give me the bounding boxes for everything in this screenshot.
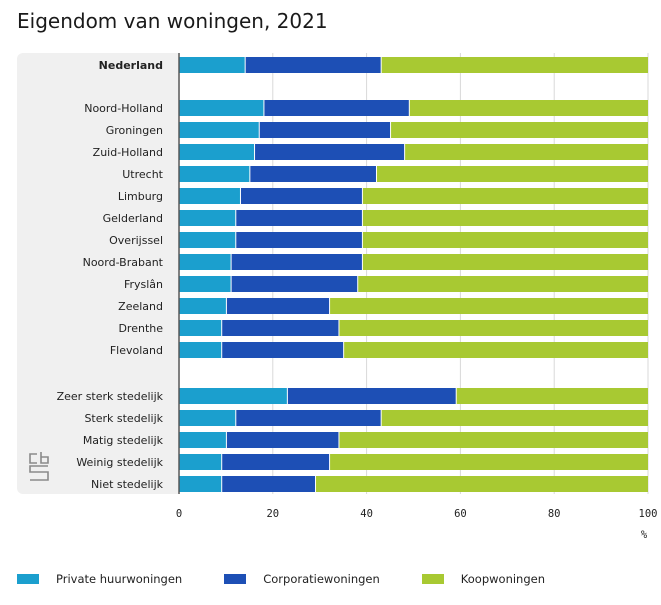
x-tick-label: 80 [548, 508, 561, 520]
legend-item-corporatie: Corporatiewoningen [224, 572, 380, 586]
bar-0-limburg [179, 188, 240, 204]
bar-0-noord-brabant [179, 254, 231, 270]
bar-0-niet-stedelijk [179, 476, 222, 492]
stacked-bar-chart: Nederland Noord-Holland Groningen Zuid-Holl… [57, 53, 658, 541]
bar-2-limburg [362, 188, 648, 204]
category-label: Utrecht [122, 168, 163, 181]
x-tick-label: 40 [360, 508, 373, 520]
bar-2-matig-stedelijk [339, 432, 648, 448]
category-label: Zuid-Holland [93, 146, 163, 159]
bar-1-niet-stedelijk [222, 476, 316, 492]
bar-1-noord-holland [264, 100, 409, 116]
bar-2-nederland [381, 57, 648, 73]
legend-label-corporatie: Corporatiewoningen [263, 572, 380, 586]
category-label: Noord-Brabant [83, 256, 164, 269]
bar-0-matig-stedelijk [179, 432, 226, 448]
bar-1-noord-brabant [231, 254, 362, 270]
bar-1-utrecht [250, 166, 376, 182]
category-label: Sterk stedelijk [84, 412, 163, 425]
bar-2-frysl-n [358, 276, 648, 292]
category-label: Matig stedelijk [83, 434, 164, 447]
bar-0-gelderland [179, 210, 236, 226]
bar-2-groningen [391, 122, 648, 138]
bar-2-noord-brabant [362, 254, 648, 270]
category-label: Weinig stedelijk [76, 456, 163, 469]
bar-0-zeeland [179, 298, 226, 314]
legend-label-private: Private huurwoningen [56, 572, 183, 586]
category-label: Gelderland [103, 212, 163, 225]
bar-2-weinig-stedelijk [330, 454, 648, 470]
legend-swatch-koop [421, 574, 444, 584]
x-tick-label: 20 [266, 508, 279, 520]
x-tick-label: 0 [176, 508, 182, 520]
bar-1-groningen [259, 122, 391, 138]
category-label: Drenthe [118, 322, 163, 335]
bar-0-frysl-n [179, 276, 231, 292]
legend-item-koop: Koopwoningen [421, 572, 546, 586]
bar-1-gelderland [236, 210, 362, 226]
bar-2-zeer-sterk-stedelijk [456, 388, 648, 404]
legend-swatch-corporatie [224, 574, 247, 584]
bar-1-nederland [245, 57, 381, 73]
x-tick-label: 60 [454, 508, 467, 520]
bar-1-limburg [240, 188, 362, 204]
bar-2-drenthe [339, 320, 648, 336]
legend-swatch-private [17, 574, 39, 584]
bar-0-sterk-stedelijk [179, 410, 236, 426]
category-label: Flevoland [110, 344, 163, 357]
bar-0-drenthe [179, 320, 222, 336]
bar-1-sterk-stedelijk [236, 410, 381, 426]
category-label: Zeer sterk stedelijk [57, 390, 164, 403]
bar-1-frysl-n [231, 276, 358, 292]
bar-2-flevoland [344, 342, 648, 358]
bar-1-weinig-stedelijk [222, 454, 330, 470]
category-label: Zeeland [118, 300, 163, 313]
bar-0-utrecht [179, 166, 250, 182]
bar-1-drenthe [222, 320, 339, 336]
bar-2-zuid-holland [405, 144, 648, 160]
category-label: Nederland [99, 59, 163, 72]
bar-0-zeer-sterk-stedelijk [179, 388, 287, 404]
bar-0-noord-holland [179, 100, 264, 116]
bar-0-zuid-holland [179, 144, 255, 160]
bar-2-utrecht [376, 166, 648, 182]
cbs-logo-icon [29, 452, 49, 481]
bar-2-niet-stedelijk [316, 476, 648, 492]
bar-0-overijssel [179, 232, 236, 248]
bar-2-noord-holland [409, 100, 648, 116]
bar-1-zeer-sterk-stedelijk [287, 388, 456, 404]
category-label-panel [17, 53, 178, 494]
bar-2-gelderland [362, 210, 648, 226]
bar-0-weinig-stedelijk [179, 454, 222, 470]
x-axis-unit-label: % [641, 529, 648, 541]
legend: Private huurwoningen Corporatiewoningen … [17, 572, 587, 586]
bar-1-matig-stedelijk [226, 432, 339, 448]
category-label: Overijssel [109, 234, 163, 247]
legend-label-koop: Koopwoningen [460, 572, 546, 586]
bar-1-flevoland [222, 342, 344, 358]
chart-title: Eigendom van woningen, 2021 [17, 9, 328, 33]
category-label: Fryslân [124, 278, 163, 291]
bar-2-overijssel [362, 232, 648, 248]
x-tick-label: 100 [639, 508, 658, 520]
bar-0-groningen [179, 122, 259, 138]
bar-1-overijssel [236, 232, 362, 248]
bar-2-sterk-stedelijk [381, 410, 648, 426]
bar-1-zuid-holland [255, 144, 405, 160]
category-label: Limburg [118, 190, 163, 203]
category-label: Noord-Holland [84, 102, 163, 115]
bar-1-zeeland [226, 298, 330, 314]
category-label: Groningen [106, 124, 163, 137]
legend-item-private: Private huurwoningen [17, 572, 182, 586]
bar-0-nederland [179, 57, 245, 73]
category-label: Niet stedelijk [91, 478, 164, 491]
bar-0-flevoland [179, 342, 222, 358]
bar-2-zeeland [330, 298, 648, 314]
